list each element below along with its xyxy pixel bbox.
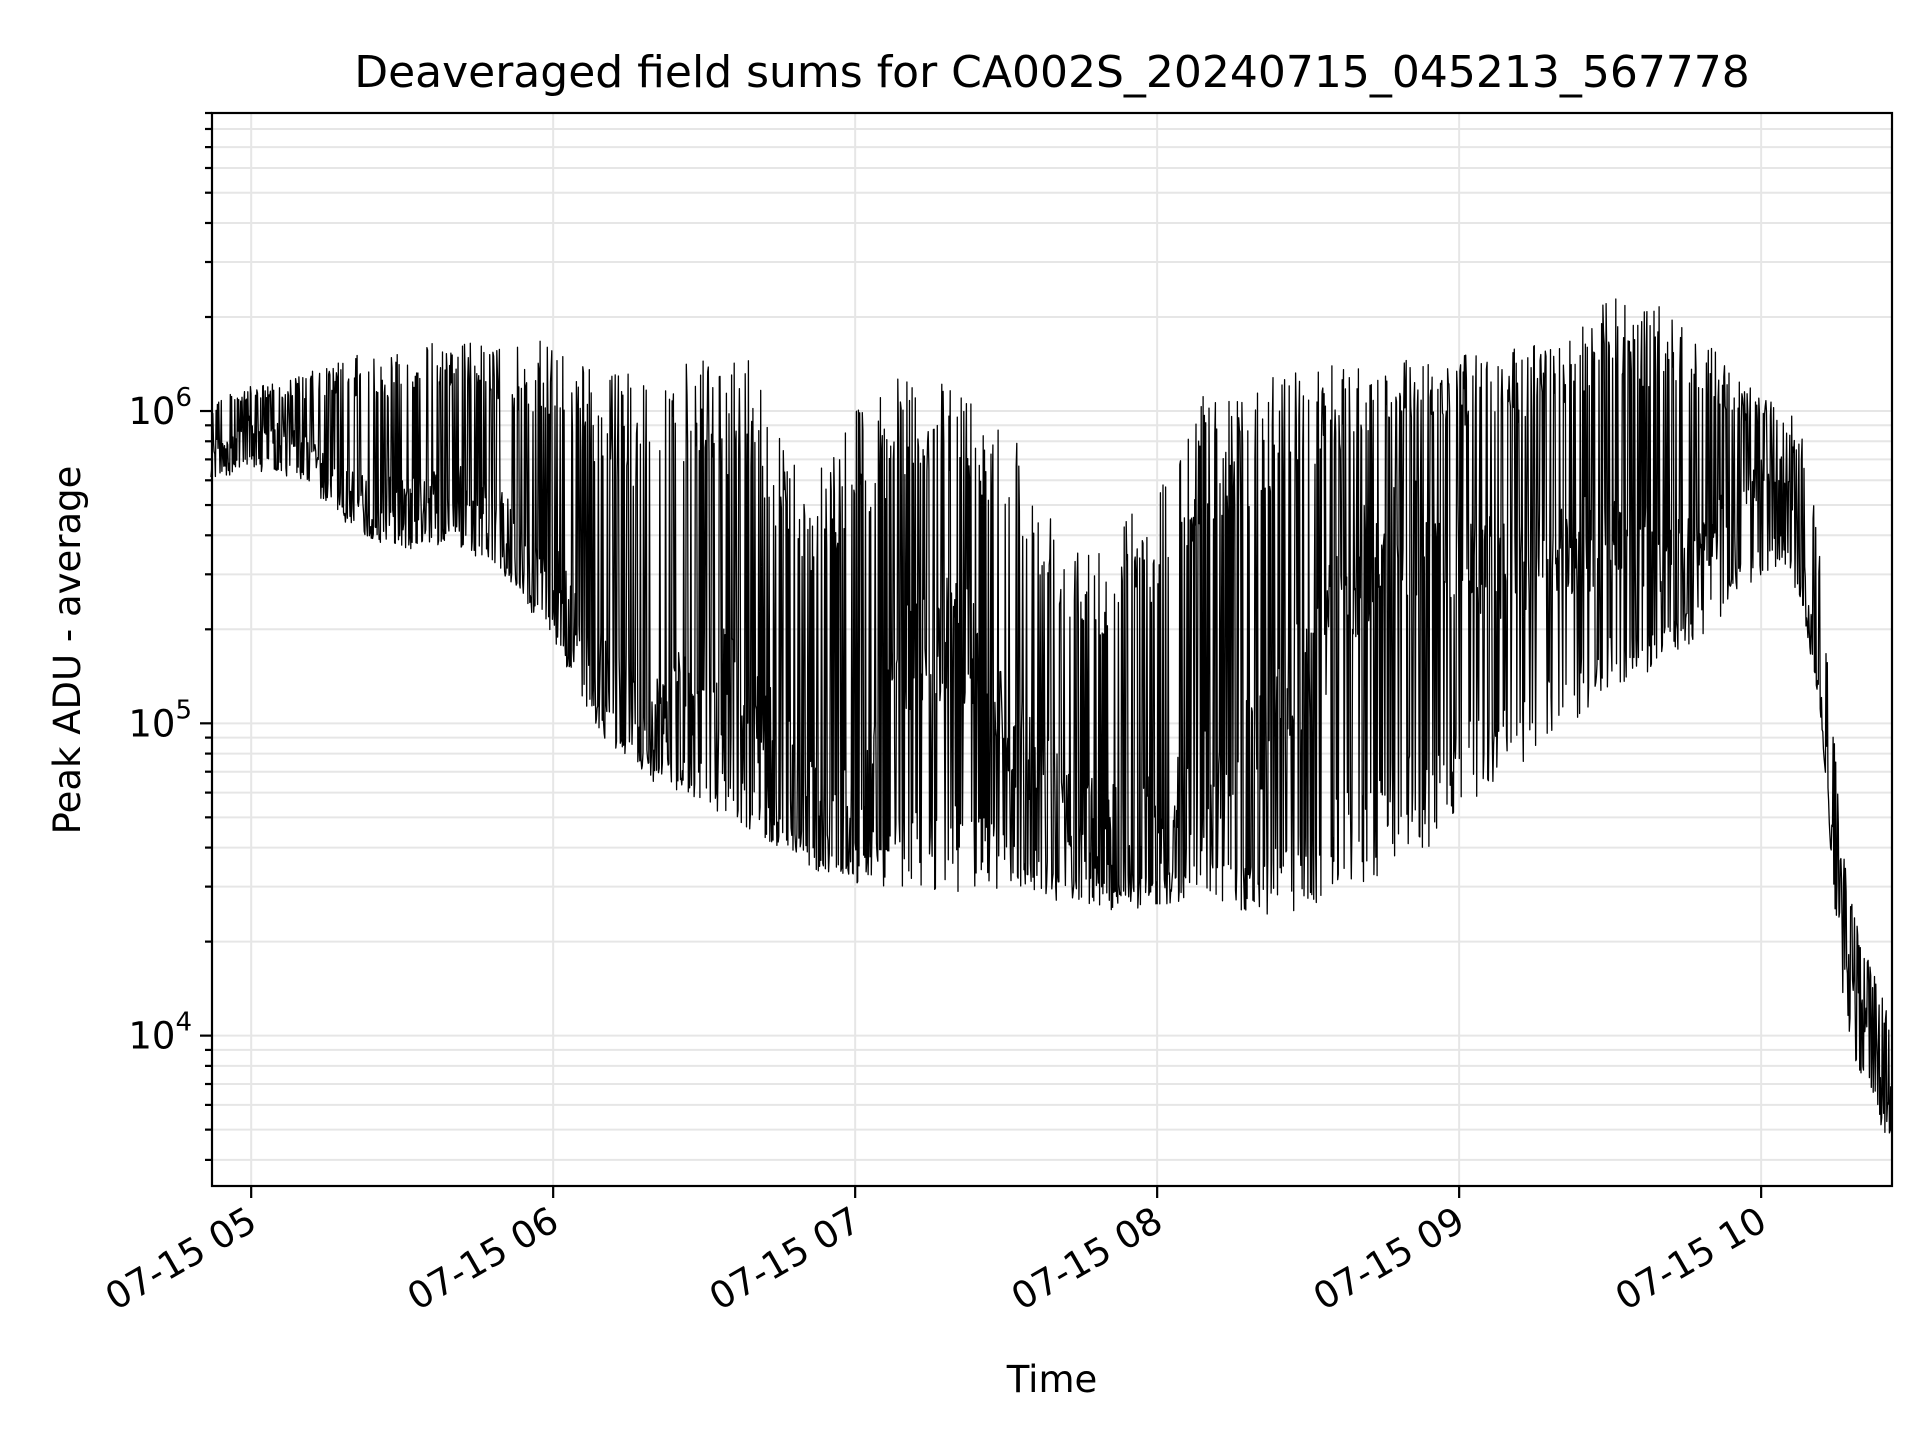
y-axis: 104 105 106 bbox=[128, 111, 212, 1162]
series-line bbox=[210, 298, 1893, 1134]
x-axis-label: Time bbox=[1006, 1358, 1098, 1401]
plot-frame bbox=[210, 111, 1894, 1188]
y-tick-label: 105 bbox=[128, 695, 192, 745]
y-tick-label: 104 bbox=[128, 1008, 192, 1058]
chart-title: Deaveraged field sums for CA002S_2024071… bbox=[354, 47, 1750, 98]
y-axis-label: Peak ADU - average bbox=[46, 466, 89, 835]
y-tick-label: 106 bbox=[128, 383, 192, 433]
plot-series bbox=[210, 298, 1893, 1134]
